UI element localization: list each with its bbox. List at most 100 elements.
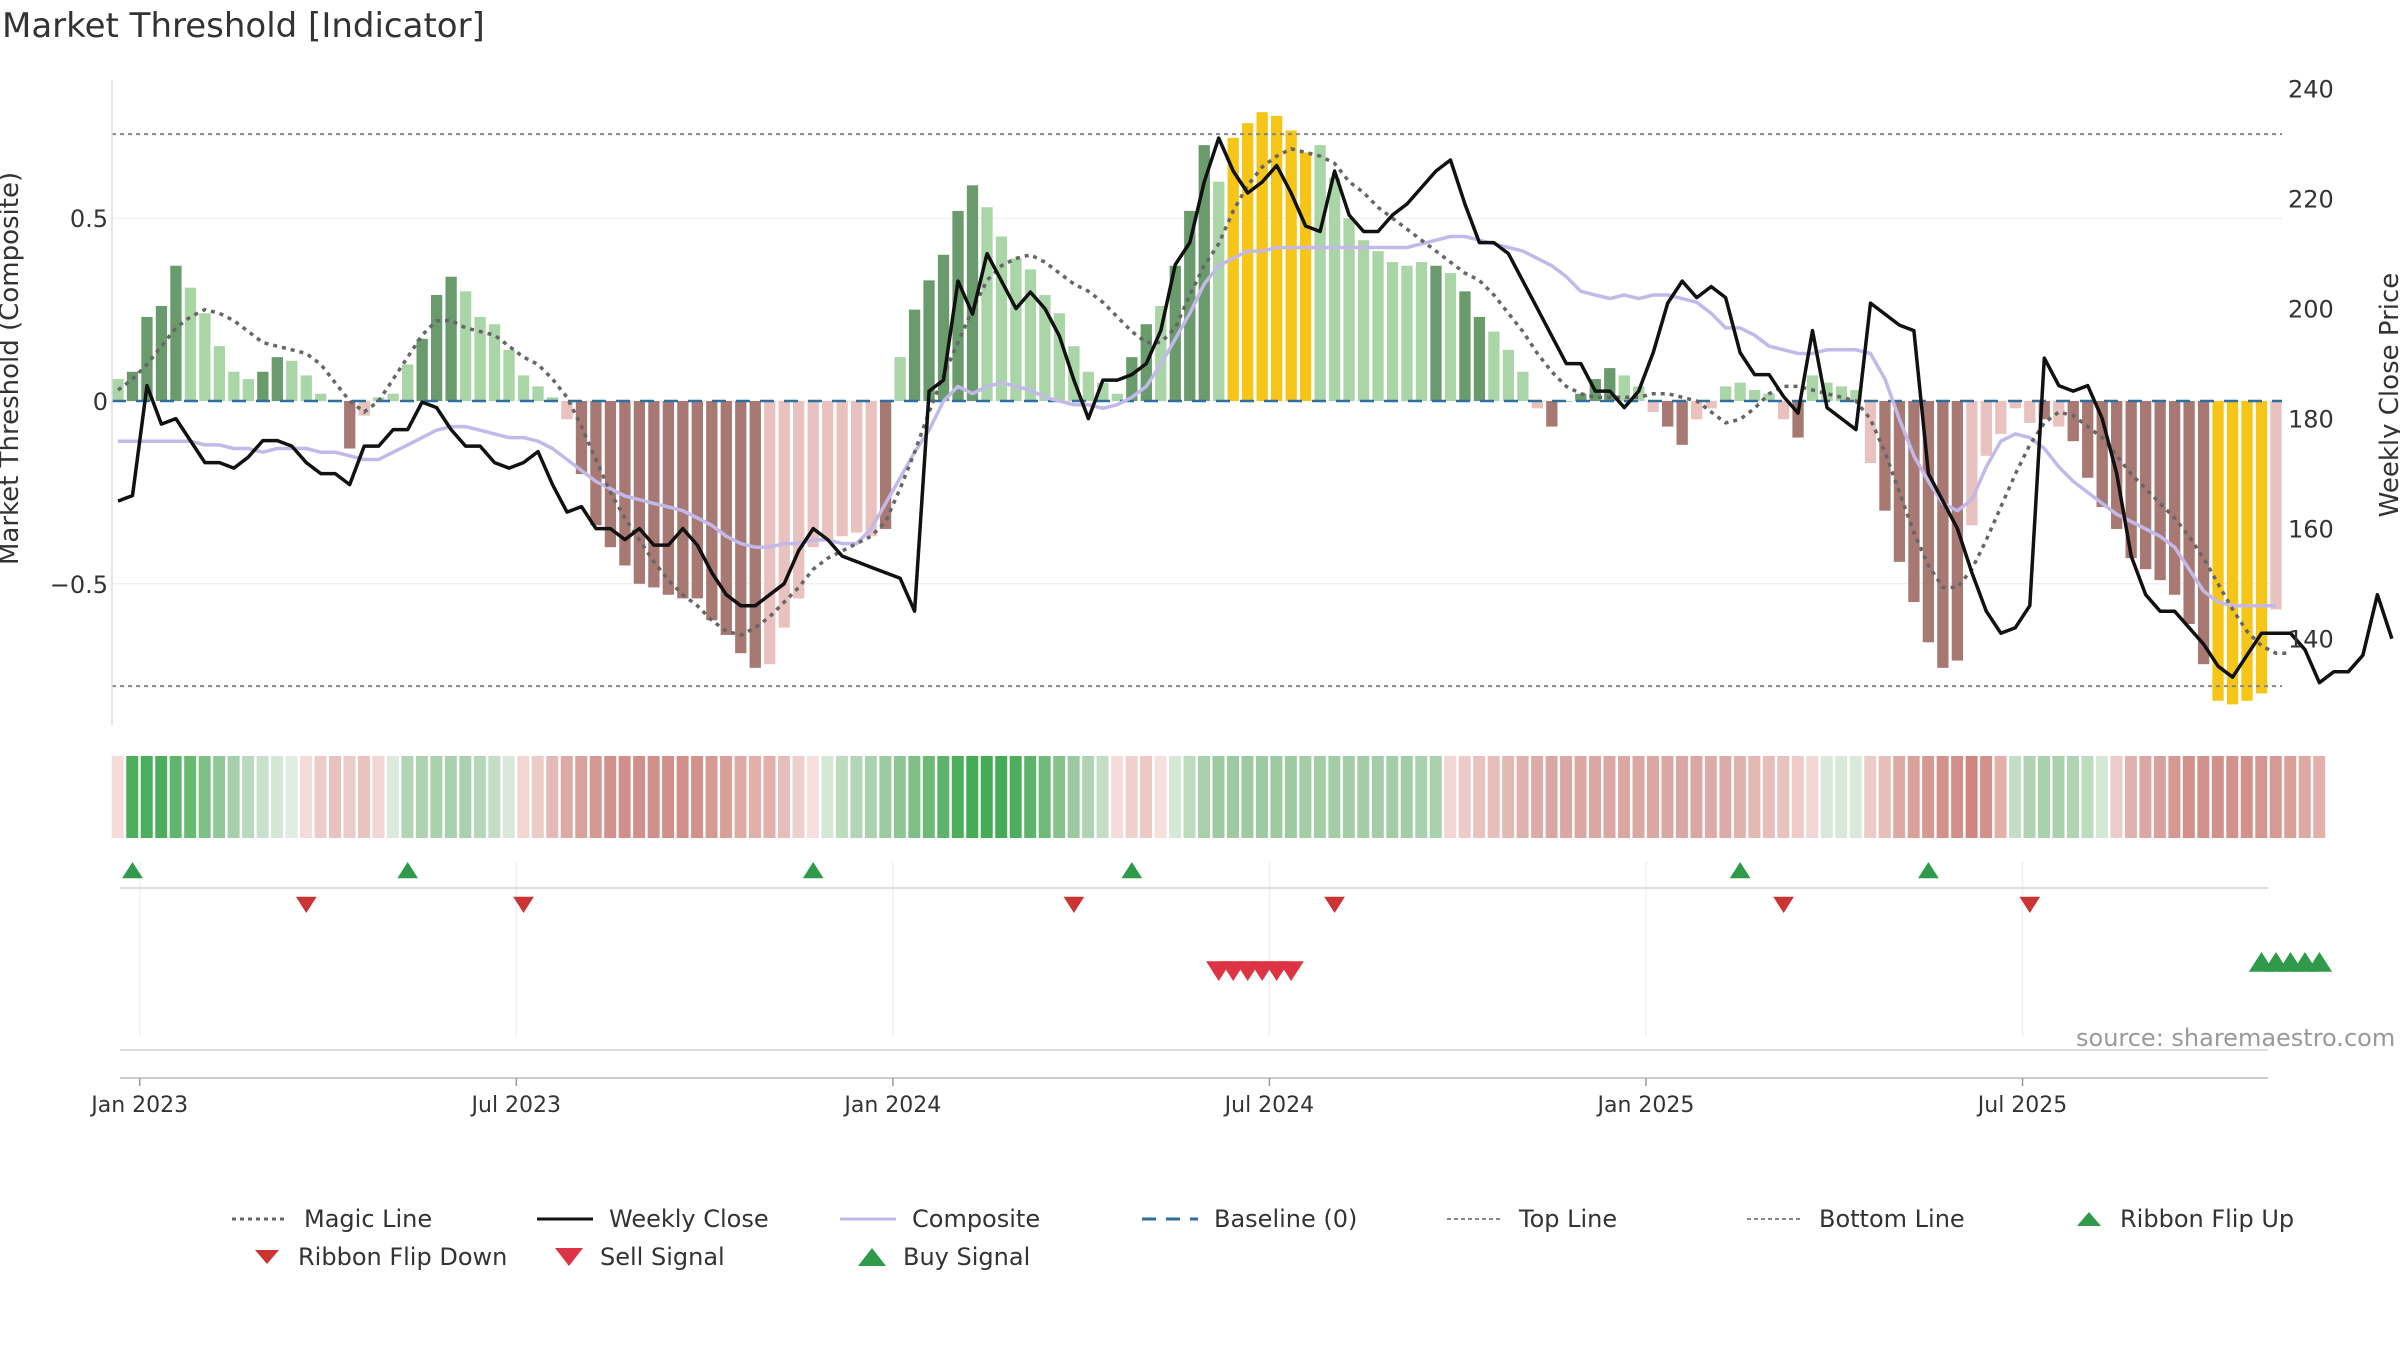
ribbon-cell <box>2081 756 2094 838</box>
legend-swatch <box>858 1248 886 1266</box>
ribbon-flip-up-marker <box>122 862 143 879</box>
ribbon-cell <box>2298 756 2311 838</box>
ribbon-cell <box>386 756 399 838</box>
legend-swatch <box>255 1250 279 1264</box>
composite-bar <box>691 401 703 599</box>
composite-bar <box>445 276 457 401</box>
composite-bar <box>793 401 805 599</box>
ribbon-cell <box>1531 756 1544 838</box>
composite-bar <box>1024 269 1037 401</box>
ribbon-cell <box>2182 756 2195 838</box>
ribbon-cell <box>575 756 588 838</box>
ribbon-cell <box>184 756 197 838</box>
composite-bar <box>1430 265 1442 401</box>
right-tick-label: 220 <box>2288 186 2334 214</box>
ribbon-cell <box>1473 756 1486 838</box>
legend-item-ribbon-flip-down: Ribbon Flip Down <box>250 1243 507 1271</box>
ribbon-cell <box>1878 756 1891 838</box>
composite-bar <box>1155 305 1167 401</box>
ribbon-cell <box>372 756 385 838</box>
ribbon-cell <box>676 756 689 838</box>
ribbon-cell <box>2211 756 2224 838</box>
ribbon-cell <box>1603 756 1616 838</box>
composite-bar <box>2168 401 2181 595</box>
ribbon-cell <box>2023 756 2036 838</box>
composite-bar <box>1517 371 1529 401</box>
composite-bar <box>315 393 327 401</box>
ribbon-cell <box>1024 756 1037 838</box>
ribbon-cell <box>1951 756 1964 838</box>
composite-bar <box>1763 393 1775 401</box>
ribbon-cell <box>1241 756 1254 838</box>
ribbon-cell <box>256 756 269 838</box>
ribbon-cell <box>2139 756 2152 838</box>
ribbon-cell <box>1922 756 1935 838</box>
ribbon-cell <box>2226 756 2239 838</box>
right-tick-label: 140 <box>2288 626 2334 654</box>
composite-bar <box>749 401 761 668</box>
ribbon-cell <box>1777 756 1790 838</box>
composite-bar <box>879 401 892 529</box>
composite-bar <box>822 401 834 540</box>
composite-bar <box>155 305 168 401</box>
composite-bar <box>908 309 921 401</box>
composite-bar <box>1198 145 1210 401</box>
ribbon-cell <box>850 756 863 838</box>
ribbon-cell <box>1169 756 1182 838</box>
ribbon-cell <box>1733 756 1746 838</box>
ribbon-cell <box>1328 756 1341 838</box>
ribbon-cell <box>1704 756 1717 838</box>
composite-bar <box>2067 401 2079 442</box>
x-tick-label: Jul 2023 <box>470 1093 562 1118</box>
x-tick-label: Jul 2024 <box>1223 1093 1315 1118</box>
ribbon-cell <box>1675 756 1688 838</box>
composite-bar <box>1386 262 1399 401</box>
ribbon-cell <box>198 756 211 838</box>
composite-bar <box>1908 401 1920 603</box>
composite-bar <box>2270 401 2282 610</box>
ribbon-flip-down-marker <box>513 896 534 913</box>
legend-swatch <box>537 1217 593 1221</box>
composite-bar <box>1937 401 1949 668</box>
legend-swatch <box>840 1217 896 1221</box>
composite-bar <box>1662 401 1674 427</box>
composite-bar <box>228 371 240 401</box>
composite-bar <box>1068 346 1080 401</box>
ribbon-cell <box>1936 756 1949 838</box>
ribbon-cell <box>1386 756 1399 838</box>
ribbon-flip-up-marker <box>802 862 824 879</box>
ribbon-cell <box>1589 756 1602 838</box>
left-tick-label: 0 <box>93 388 108 416</box>
legend-label: Sell Signal <box>600 1243 725 1271</box>
ribbon-cell <box>401 756 414 838</box>
composite-bar <box>1444 273 1457 401</box>
ribbon-cell <box>908 756 921 838</box>
legend-label: Buy Signal <box>903 1243 1031 1271</box>
composite-bar <box>648 401 660 588</box>
composite-bar <box>1850 390 1862 401</box>
composite-bar <box>112 379 124 401</box>
composite-bar <box>488 324 501 401</box>
ribbon-cell <box>1212 756 1225 838</box>
ribbon-cell <box>343 756 356 838</box>
ribbon-cell <box>444 756 457 838</box>
composite-bar <box>1169 265 1181 401</box>
ribbon-cell <box>1415 756 1428 838</box>
ribbon-cell <box>1458 756 1471 838</box>
legend-label: Baseline (0) <box>1214 1205 1358 1233</box>
ribbon-cell <box>2110 756 2123 838</box>
composite-bar <box>995 236 1008 401</box>
x-tick-label: Jan 2025 <box>1596 1093 1695 1118</box>
composite-bar <box>633 401 646 584</box>
legend-item-composite: Composite <box>838 1205 1040 1233</box>
legend-swatch <box>555 1248 583 1266</box>
ribbon-flip-down-marker <box>295 896 317 913</box>
ribbon-cell <box>734 756 747 838</box>
ribbon-flip-up-marker <box>397 862 419 879</box>
composite-bar <box>1299 152 1312 401</box>
composite-bar <box>1111 393 1123 401</box>
composite-bar <box>2125 401 2137 559</box>
ribbon-cell <box>618 756 631 838</box>
magic-line <box>116 146 2291 655</box>
composite-bar <box>430 294 443 401</box>
